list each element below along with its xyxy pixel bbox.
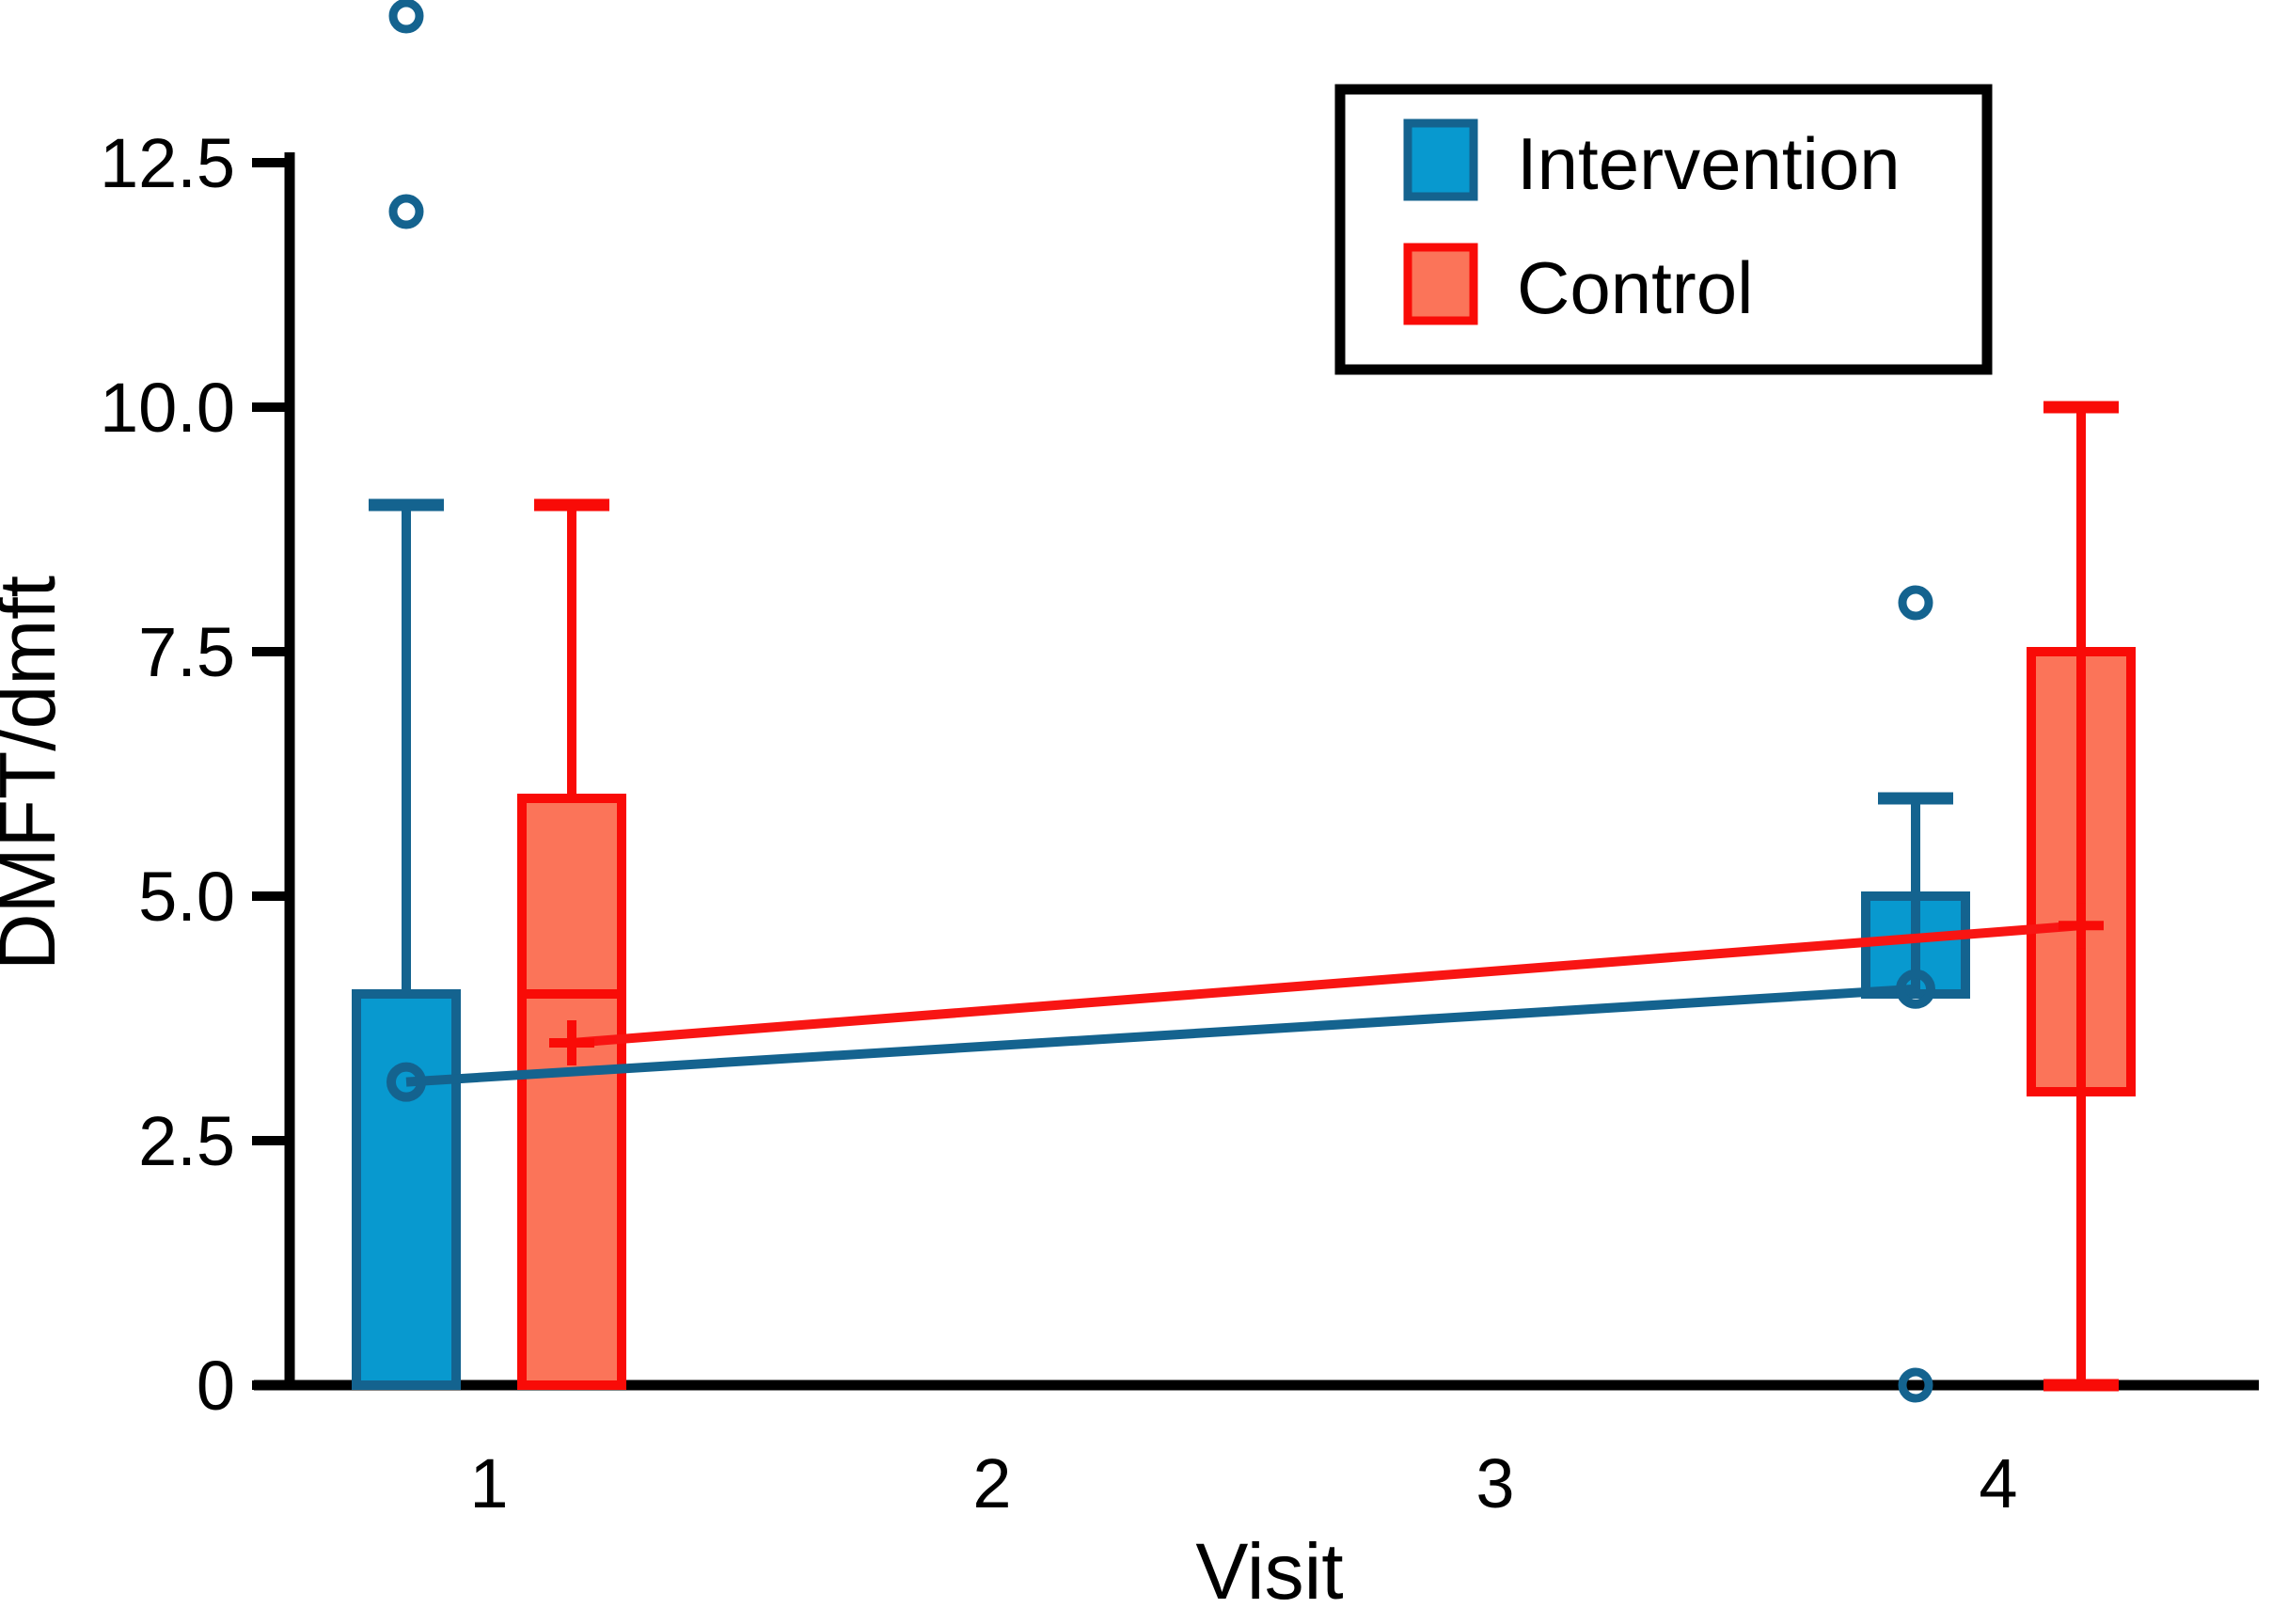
legend-label: Control [1517,246,1753,329]
outlier-point [1898,1367,1933,1403]
y-tick-label: 2.5 [138,1102,235,1180]
boxes-layer [352,401,2136,1392]
mean-trend-intervention [405,984,1917,1087]
x-tick-label: 2 [972,1444,1011,1522]
outlier-point [1898,585,1933,621]
mean-marker-circle [1896,969,1935,1009]
x-tick-label: 3 [1475,1444,1514,1522]
y-tick-label: 7.5 [138,613,235,691]
y-tick-label: 5.0 [138,858,235,936]
marker-layer [387,0,2104,1403]
legend-label: Intervention [1517,122,1901,205]
y-tick-label: 12.5 [100,124,235,202]
legend-swatch-control [1403,243,1478,325]
mean-marker-circle [387,1062,426,1102]
outlier-point [388,194,424,229]
legend: Intervention Control [1334,84,1993,375]
y-axis-title: DMFT/dmft [0,575,71,970]
legend-swatch-intervention [1403,118,1478,201]
trend-layer [405,921,2082,1087]
x-tick-label: 4 [1979,1444,2017,1522]
x-tick-label: 1 [469,1444,508,1522]
outlier-point [388,0,424,34]
y-tick-label: 0 [197,1347,235,1425]
x-axis-title: Visit [1195,1527,1343,1616]
box-control-visit-1 [517,794,626,1390]
mean-trend-control [571,921,2082,1048]
y-tick-label: 10.0 [100,369,235,447]
box-intervention-visit-1 [352,989,461,1390]
